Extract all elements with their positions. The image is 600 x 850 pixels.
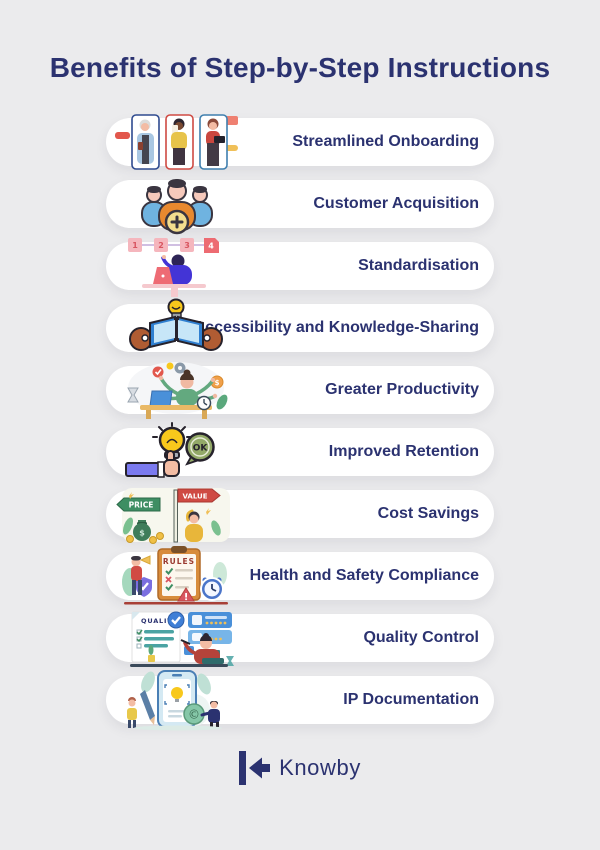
rules-clipboard-icon: RULES (114, 546, 239, 608)
video-call-onboarding-icon (114, 112, 239, 174)
benefit-pill-standardisation: 1 2 3 4 Standardisation (106, 238, 494, 297)
svg-text:1: 1 (132, 241, 138, 250)
user-group-add-icon (114, 174, 239, 236)
shared-book-idea-icon (114, 298, 239, 360)
benefit-pill-quality-control: QUALITY (106, 611, 494, 667)
svg-text:PRICE: PRICE (129, 501, 154, 510)
svg-text:4: 4 (208, 242, 214, 251)
benefit-label: Accessibility and Knowledge-Sharing (193, 319, 479, 336)
benefit-label: Quality Control (363, 629, 479, 646)
quality-document-icon: QUALITY (114, 608, 239, 670)
numbered-steps-laptop-icon: 1 2 3 4 (114, 236, 239, 298)
price-value-signpost-icon: VALUE PRICE $ (114, 484, 239, 546)
benefit-pill-ip-documentation: © IP Documentation (106, 670, 494, 731)
benefit-pill-greater-productivity: $ (106, 362, 494, 419)
benefit-pill-cost-savings: VALUE PRICE $ C (106, 488, 494, 544)
benefit-label: Health and Safety Compliance (249, 567, 479, 584)
benefit-label: Greater Productivity (325, 381, 479, 398)
svg-text:RULES: RULES (163, 557, 195, 566)
benefit-pill-health-safety-compliance: RULES (106, 546, 494, 605)
knowby-arrow-logo-icon (239, 751, 271, 785)
svg-text:3: 3 (184, 241, 190, 250)
brand-footer: Knowby (0, 751, 600, 785)
brand-name: Knowby (279, 755, 361, 780)
svg-text:$: $ (215, 379, 220, 387)
benefit-pill-customer-acquisition: Customer Acquisition (106, 179, 494, 235)
svg-text:OK: OK (193, 444, 209, 454)
svg-text:VALUE: VALUE (182, 493, 207, 501)
svg-text:$: $ (139, 529, 145, 538)
benefit-label: Streamlined Onboarding (292, 133, 479, 150)
phone-copyright-icon: © (114, 670, 239, 732)
svg-text:2: 2 (158, 241, 164, 250)
benefit-label: Standardisation (358, 257, 479, 274)
page-title: Benefits of Step-by-Step Instructions (49, 52, 551, 83)
benefit-pill-improved-retention: OK Improved Retention (106, 422, 494, 478)
benefit-pill-accessibility-knowledge-sharing: Accessibility and Knowledge-Sharing (106, 298, 494, 352)
svg-text:©: © (188, 708, 200, 722)
benefit-label: Improved Retention (328, 443, 479, 460)
svg-text:QUALITY: QUALITY (141, 617, 178, 625)
benefit-pill-streamlined-onboarding: Streamlined Onboarding (106, 114, 494, 170)
infographic: Benefits of Step-by-Step Instructions (0, 50, 600, 785)
benefit-label: IP Documentation (343, 691, 479, 708)
lightbulb-thumbs-up-icon: OK (114, 422, 239, 484)
benefits-list: Streamlined Onboarding Cu (106, 114, 494, 731)
benefit-label: Customer Acquisition (313, 195, 479, 212)
multitasking-person-icon: $ (114, 360, 239, 422)
benefit-label: Cost Savings (377, 505, 479, 522)
